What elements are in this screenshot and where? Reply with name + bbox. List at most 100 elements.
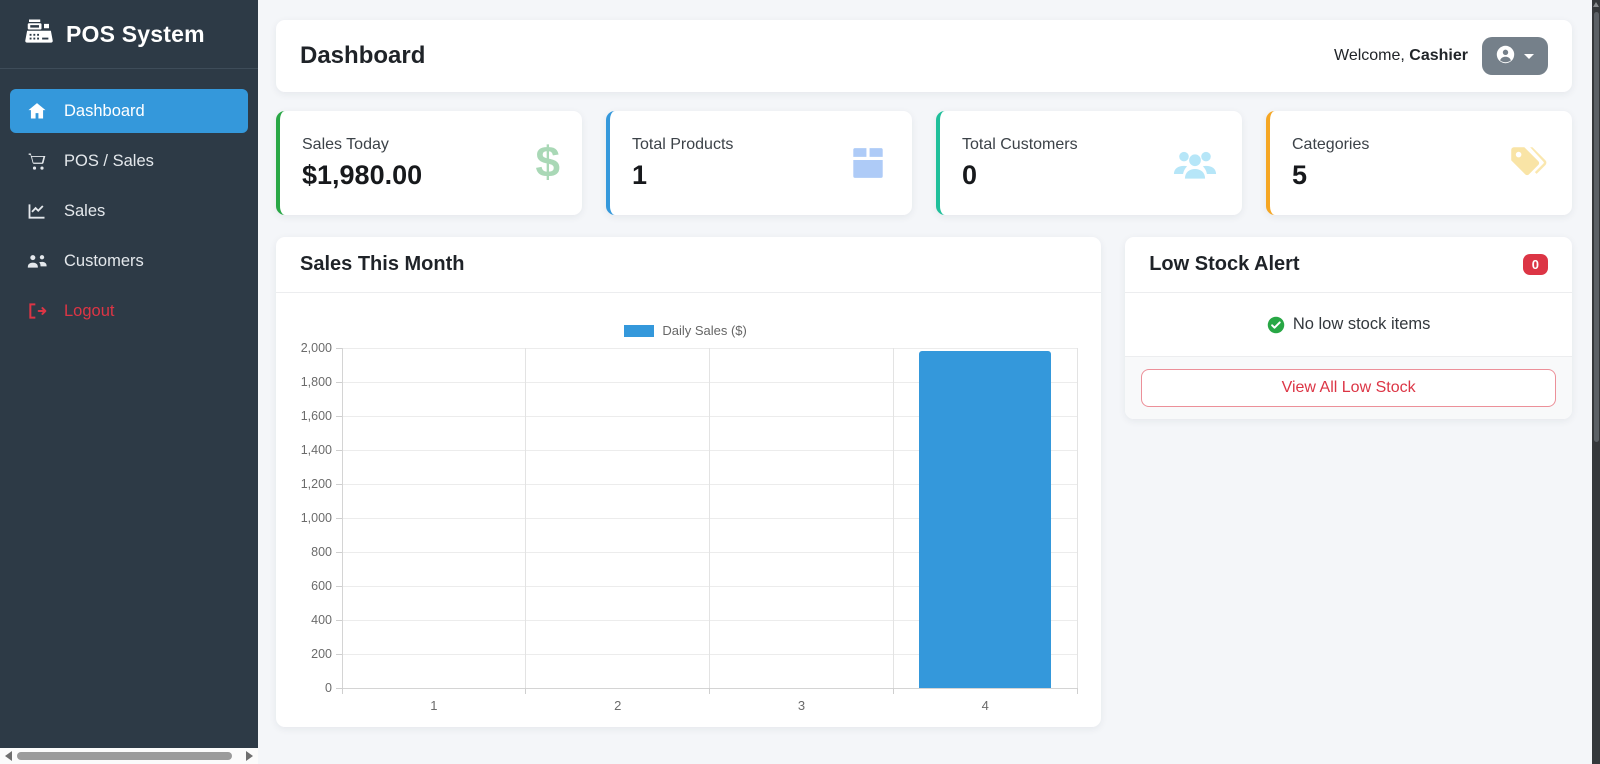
low-stock-card: Low Stock Alert 0 No low stock items Vie… bbox=[1125, 237, 1572, 419]
user-menu-button[interactable] bbox=[1482, 37, 1548, 75]
stat-label: Total Customers bbox=[962, 135, 1078, 153]
x-tick-mark bbox=[892, 688, 894, 694]
welcome-text: Welcome, Cashier bbox=[1334, 47, 1468, 64]
y-tick-mark bbox=[336, 551, 342, 553]
cart-icon bbox=[26, 151, 48, 171]
top-header: Dashboard Welcome, Cashier bbox=[276, 20, 1572, 92]
stat-card-sales-today: Sales Today $1,980.00 $ bbox=[276, 111, 582, 215]
plot-area bbox=[341, 347, 1078, 694]
y-tick-label: 1,800 bbox=[300, 375, 332, 389]
legend-label: Daily Sales ($) bbox=[662, 323, 747, 338]
person-circle-icon bbox=[1496, 45, 1515, 67]
chart-card-header: Sales This Month bbox=[276, 237, 1102, 293]
stat-value: $1,980.00 bbox=[302, 159, 423, 190]
low-stock-title: Low Stock Alert bbox=[1149, 253, 1300, 275]
y-tick-label: 800 bbox=[311, 545, 332, 559]
horizontal-scrollbar-thumb[interactable] bbox=[17, 752, 232, 760]
x-tick-mark bbox=[341, 688, 343, 694]
y-tick-mark bbox=[336, 687, 342, 689]
stat-label: Sales Today bbox=[302, 135, 389, 153]
stats-row: Sales Today $1,980.00 $ Total Products 1… bbox=[276, 111, 1572, 215]
scroll-up-arrow-icon[interactable] bbox=[1593, 2, 1599, 7]
scroll-right-arrow-icon[interactable] bbox=[246, 751, 253, 761]
sidebar-item-label: Customers bbox=[64, 251, 144, 270]
page-title: Dashboard bbox=[300, 42, 426, 69]
x-tick-label: 4 bbox=[981, 698, 989, 713]
x-gridline bbox=[709, 348, 711, 688]
chart-body: Daily Sales ($) 0 200 400 600 800 1,000 1,200 1… bbox=[276, 293, 1101, 730]
brand-title: POS System bbox=[66, 20, 205, 47]
stat-label: Total Products bbox=[632, 135, 734, 153]
chevron-down-icon bbox=[1524, 53, 1534, 59]
logout-icon bbox=[26, 301, 48, 321]
x-axis-labels: 1 2 3 4 bbox=[342, 694, 1077, 720]
sidebar-item-pos-sales[interactable]: POS / Sales bbox=[10, 139, 248, 183]
sidebar-nav: Dashboard POS / Sales Sales Customers Lo… bbox=[0, 69, 258, 353]
bar bbox=[919, 351, 1052, 688]
y-tick-label: 200 bbox=[311, 647, 332, 661]
x-tick-mark bbox=[709, 688, 711, 694]
y-tick-mark bbox=[336, 483, 342, 485]
stat-value: 0 bbox=[962, 159, 978, 190]
vertical-scrollbar[interactable] bbox=[1592, 0, 1600, 764]
y-axis: 0 200 400 600 800 1,000 1,200 1,400 1,600 1,800 2,… bbox=[294, 341, 342, 695]
low-stock-badge: 0 bbox=[1522, 254, 1548, 275]
chart-line-icon bbox=[26, 201, 48, 221]
y-tick-mark bbox=[336, 653, 342, 655]
box-icon bbox=[846, 142, 890, 184]
view-all-low-stock-button[interactable]: View All Low Stock bbox=[1141, 369, 1556, 407]
users-icon bbox=[26, 251, 48, 271]
check-circle-icon bbox=[1267, 316, 1285, 334]
x-gridline bbox=[341, 348, 343, 688]
sales-chart-card: Sales This Month Daily Sales ($) 0 200 400… bbox=[276, 237, 1102, 730]
y-tick-label: 2,000 bbox=[300, 341, 332, 355]
stat-label: Categories bbox=[1292, 135, 1370, 153]
sidebar-item-label: Sales bbox=[64, 201, 106, 220]
stat-value: 5 bbox=[1292, 159, 1308, 190]
y-tick-mark bbox=[336, 619, 342, 621]
y-tick-label: 1,600 bbox=[300, 409, 332, 423]
x-gridline bbox=[892, 348, 894, 688]
y-tick-label: 600 bbox=[311, 579, 332, 593]
scroll-left-arrow-icon[interactable] bbox=[5, 751, 12, 761]
sidebar-item-dashboard[interactable]: Dashboard bbox=[10, 89, 248, 133]
username: Cashier bbox=[1409, 47, 1468, 64]
y-tick-label: 1,400 bbox=[300, 443, 332, 457]
low-stock-footer: View All Low Stock bbox=[1125, 356, 1572, 419]
low-stock-empty-message: No low stock items bbox=[1292, 315, 1431, 333]
low-stock-body: No low stock items bbox=[1125, 293, 1572, 356]
y-tick-label: 1,000 bbox=[300, 511, 332, 525]
y-tick-mark bbox=[336, 381, 342, 383]
sidebar-item-logout[interactable]: Logout bbox=[10, 289, 248, 333]
vertical-scrollbar-thumb[interactable] bbox=[1593, 12, 1599, 442]
y-tick-mark bbox=[336, 585, 342, 587]
sidebar-item-sales[interactable]: Sales bbox=[10, 189, 248, 233]
sidebar: POS System Dashboard POS / Sales Sales C… bbox=[0, 0, 258, 748]
brand: POS System bbox=[0, 0, 258, 69]
tags-icon bbox=[1504, 142, 1550, 184]
x-tick-label: 1 bbox=[430, 698, 438, 713]
x-tick-label: 2 bbox=[614, 698, 622, 713]
sidebar-item-label: Logout bbox=[64, 301, 115, 320]
x-gridline bbox=[525, 348, 527, 688]
sidebar-item-customers[interactable]: Customers bbox=[10, 239, 248, 283]
x-tick-mark bbox=[525, 688, 527, 694]
x-tick-mark bbox=[1076, 688, 1078, 694]
stat-card-categories: Categories 5 bbox=[1266, 111, 1572, 215]
horizontal-scrollbar-track[interactable] bbox=[17, 752, 241, 760]
horizontal-scrollbar bbox=[0, 748, 258, 764]
y-tick-mark bbox=[336, 415, 342, 417]
bar-chart: 0 200 400 600 800 1,000 1,200 1,400 1,600 1,800 2,… bbox=[294, 341, 1078, 720]
x-tick-label: 3 bbox=[797, 698, 806, 713]
y-tick-label: 0 bbox=[325, 681, 332, 695]
low-stock-header: Low Stock Alert 0 bbox=[1125, 237, 1572, 293]
y-tick-label: 1,200 bbox=[300, 477, 332, 491]
sidebar-item-label: Dashboard bbox=[64, 101, 145, 120]
chart-legend[interactable]: Daily Sales ($) bbox=[294, 323, 1077, 338]
y-tick-mark bbox=[336, 449, 342, 451]
users-group-icon bbox=[1170, 141, 1220, 185]
stat-value: 1 bbox=[632, 159, 648, 190]
y-tick-mark bbox=[336, 517, 342, 519]
sidebar-item-label: POS / Sales bbox=[64, 151, 154, 170]
main-content: Dashboard Welcome, Cashier Sales Today $… bbox=[258, 0, 1592, 764]
